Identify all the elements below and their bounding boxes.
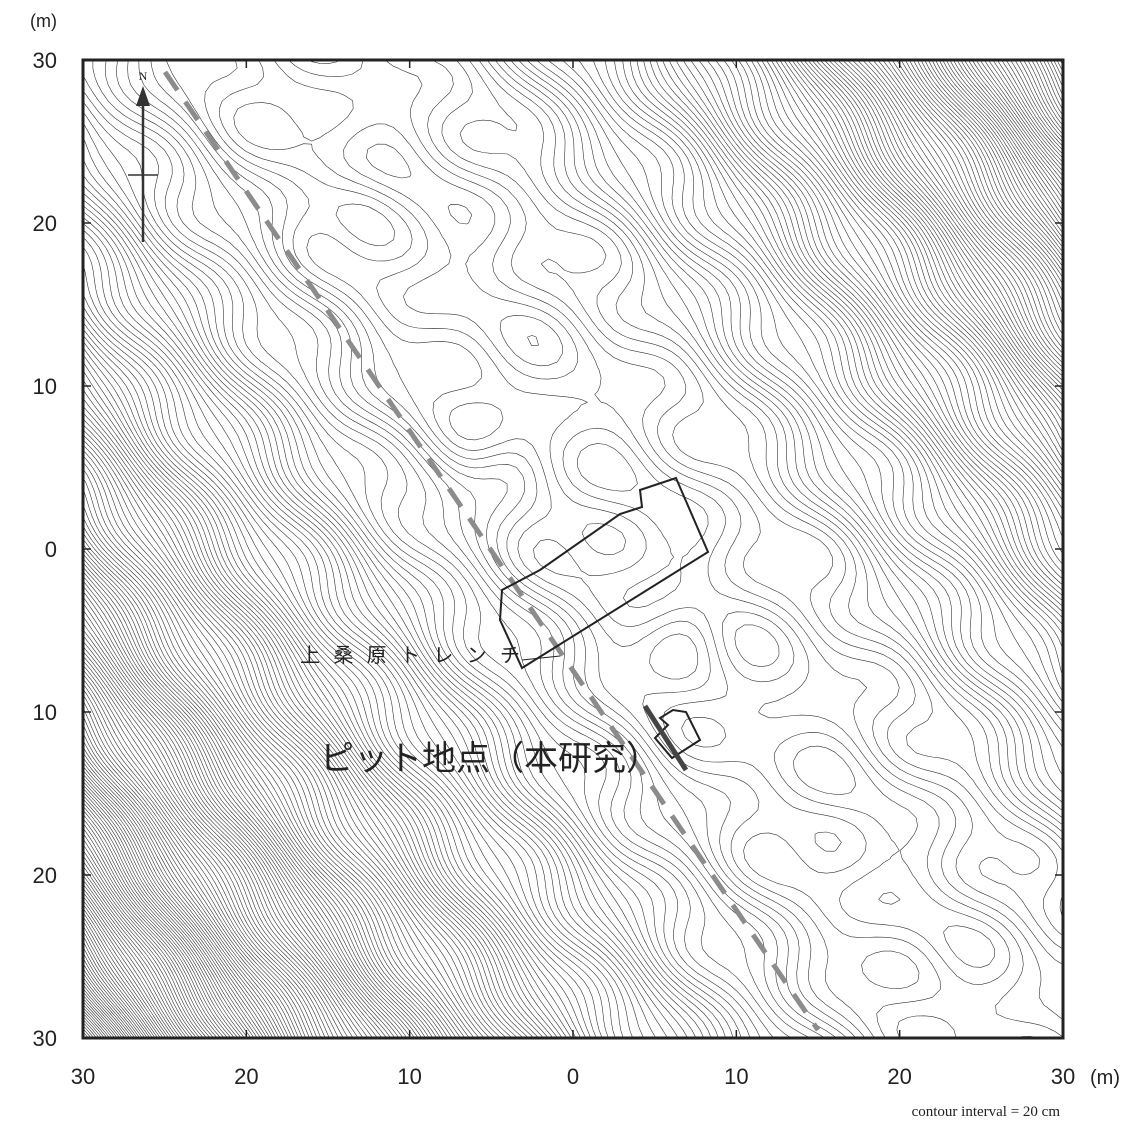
footnote: contour interval = 20 cm — [912, 1104, 1061, 1120]
x-tick-label: 0 — [567, 1064, 579, 1089]
y-tick-label: 20 — [33, 863, 57, 888]
x-tick-label: 30 — [1051, 1064, 1075, 1089]
y-unit: (m) — [30, 11, 57, 31]
contour-map: N (m) (m) 上桑原トレンチ ピット地点（本研究） contour int… — [0, 0, 1132, 1122]
y-tick-label: 20 — [33, 211, 57, 236]
x-tick-label: 30 — [71, 1064, 95, 1089]
y-tick-label: 0 — [45, 537, 57, 562]
x-tick-label: 10 — [724, 1064, 748, 1089]
north-label: N — [139, 69, 148, 83]
x-tick-label: 10 — [397, 1064, 421, 1089]
x-unit: (m) — [1090, 1067, 1120, 1089]
y-tick-label: 30 — [33, 1026, 57, 1051]
y-tick-label: 30 — [33, 48, 57, 73]
y-tick-label: 10 — [33, 374, 57, 399]
x-tick-label: 20 — [234, 1064, 258, 1089]
pit-label: ピット地点（本研究） — [320, 740, 660, 778]
x-tick-label: 20 — [887, 1064, 911, 1089]
y-tick-label: 10 — [33, 700, 57, 725]
